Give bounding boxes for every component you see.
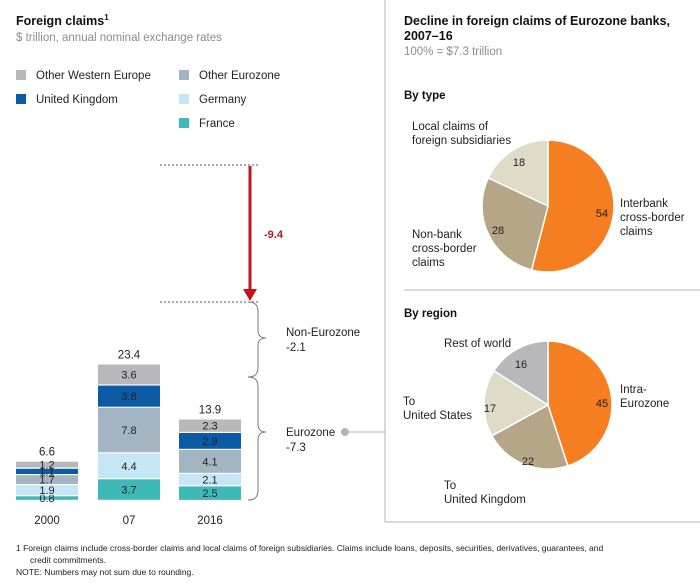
legend-label-united-kingdom: United Kingdom (36, 94, 118, 106)
pie-slice-interbank-cross-border-claims (530, 139, 615, 273)
x-tick-07: 07 (123, 515, 136, 527)
pie-value-non-bank-cross-border-claims: 28 (492, 225, 504, 237)
bar-07-other-eurozone (98, 407, 160, 453)
bar-2000-germany (16, 485, 78, 496)
by-region-heading: By region (404, 308, 457, 320)
bar-07-united-kingdom (98, 385, 160, 407)
legend-label-other-eurozone: Other Eurozone (199, 70, 280, 82)
bar-2000-other-western-europe (16, 461, 78, 468)
bar-label-2000-germany: 1.9 (39, 485, 54, 497)
pie-value-interbank-cross-border-claims: 54 (596, 208, 608, 220)
legend: Other Western Europe Other Eurozone Unit… (16, 70, 280, 130)
bar-label-2000-france: 0.8 (39, 493, 54, 505)
eurozone-bracket (247, 376, 267, 501)
bar-total-07: 23.4 (118, 350, 141, 362)
bar-2016-france (179, 486, 241, 500)
non-eurozone-bracket (247, 301, 267, 378)
decline-arrow-head (243, 289, 257, 301)
connector-dot (341, 428, 349, 436)
pie-slice-local-claims-of-foreign-subsidiaries (487, 139, 549, 208)
bar-label-07-germany: 4.4 (121, 461, 136, 473)
right-panel-frame (384, 0, 700, 523)
bar-label-07-united-kingdom: 3.8 (121, 391, 136, 403)
bar-2016-other-eurozone (179, 450, 241, 473)
pie-label-local-claims-of-foreign-subsidiaries: Local claims of foreign subsidiaries (412, 121, 511, 147)
bar-total-2000: 6.6 (39, 447, 55, 459)
left-chart-title: Foreign claims1 (16, 13, 109, 28)
pie-value-rest-of-world: 16 (515, 359, 527, 371)
legend-label-germany: Germany (199, 94, 247, 106)
pie-value-to-united-kingdom: 22 (522, 456, 534, 468)
right-panel-title-line2: 2007–16 (404, 29, 453, 43)
bar-label-2000-other-eurozone: 1.7 (39, 475, 54, 487)
by-region-pie: 45 Intra-Eurozone 22 To United Kingdom 17 To Un… (403, 338, 669, 506)
bar-label-07-other-eurozone: 7.8 (121, 425, 136, 437)
pie-slice-to-united-kingdom (490, 403, 569, 470)
legend-swatch-united-kingdom (16, 94, 26, 104)
x-tick-2016: 2016 (197, 515, 223, 527)
bar-2000-united-kingdom (16, 468, 78, 474)
non-eurozone-label: Non-Eurozone (286, 327, 360, 339)
pie-label-non-bank-cross-border-claims: Non-bank cross-border claims (412, 229, 477, 269)
by-type-heading: By type (404, 90, 446, 102)
pie-label-interbank-cross-border-claims: Interbank cross-border claims (620, 198, 685, 238)
bar-label-2016-other-western-europe: 2.3 (202, 421, 217, 433)
bar-label-2000-united-kingdom: 1.1 (39, 466, 54, 478)
legend-label-france: France (199, 118, 235, 130)
bar-2016-other-western-europe (179, 419, 241, 432)
pie-slice-non-bank-cross-border-claims (481, 176, 549, 271)
bar-2000-other-eurozone (16, 475, 78, 484)
by-type-pie: 54 Interbank cross-border claims 28 Non-bank c… (412, 121, 685, 273)
decline-value: -9.4 (264, 229, 284, 241)
legend-swatch-other-eurozone (179, 70, 189, 80)
legend-swatch-france (179, 118, 189, 128)
pie-slice-to-united-states (483, 369, 550, 437)
pie-label-intra-eurozone: Intra-Eurozone (620, 384, 669, 410)
eurozone-label: Eurozone (286, 427, 335, 439)
pie-value-local-claims-of-foreign-subsidiaries: 18 (513, 157, 525, 169)
legend-swatch-other-western-europe (16, 70, 26, 80)
legend-label-other-western-europe: Other Western Europe (36, 70, 151, 82)
pie-label-to-united-kingdom: To United Kingdom (444, 480, 526, 506)
footnote-1-continued: credit commitments. (30, 555, 106, 565)
pie-slice-intra-eurozone (547, 340, 613, 467)
bar-2000-france (16, 496, 78, 500)
footnote-note: NOTE: Numbers may not sum due to roundin… (16, 567, 194, 577)
bar-07-france (98, 479, 160, 500)
bar-label-07-france: 3.7 (121, 485, 136, 497)
right-panel-subtitle: 100% = $7.3 trillion (404, 46, 502, 58)
bar-total-2016: 13.9 (199, 405, 221, 417)
stacked-bar-chart: 0.81.91.71.11.26.6 2000 3.7 4.4 7.8 3.8 3.6 23.… (16, 350, 241, 527)
bar-label-2016-france: 2.5 (202, 488, 217, 500)
pie-slice-rest-of-world (492, 340, 549, 407)
left-chart-subtitle: $ trillion, annual nominal exchange rate… (16, 32, 222, 44)
bar-2016-united-kingdom (179, 433, 241, 449)
pie-label-to-united-states: To United States (403, 396, 472, 422)
bar-label-2016-other-eurozone: 4.1 (202, 456, 217, 468)
pie-label-rest-of-world: Rest of world (444, 338, 511, 350)
eurozone-value: -7.3 (286, 442, 306, 454)
bar-label-2000-other-western-europe: 1.2 (39, 460, 54, 472)
pie-value-to-united-states: 17 (484, 403, 496, 415)
right-panel-title-line1: Decline in foreign claims of Eurozone ba… (404, 14, 670, 28)
bar-label-07-other-western-europe: 3.6 (121, 369, 136, 381)
x-tick-2000: 2000 (34, 515, 60, 527)
non-eurozone-value: -2.1 (286, 342, 306, 354)
bar-2016-germany (179, 474, 241, 486)
bar-07-other-western-europe (98, 364, 160, 385)
bar-07-germany (98, 453, 160, 479)
pie-value-intra-eurozone: 45 (596, 398, 608, 410)
footnote-1: 1 Foreign claims include cross-border cl… (16, 543, 604, 553)
legend-swatch-germany (179, 94, 189, 104)
bar-label-2016-united-kingdom: 2.9 (202, 436, 217, 448)
bar-label-2016-germany: 2.1 (202, 475, 217, 487)
